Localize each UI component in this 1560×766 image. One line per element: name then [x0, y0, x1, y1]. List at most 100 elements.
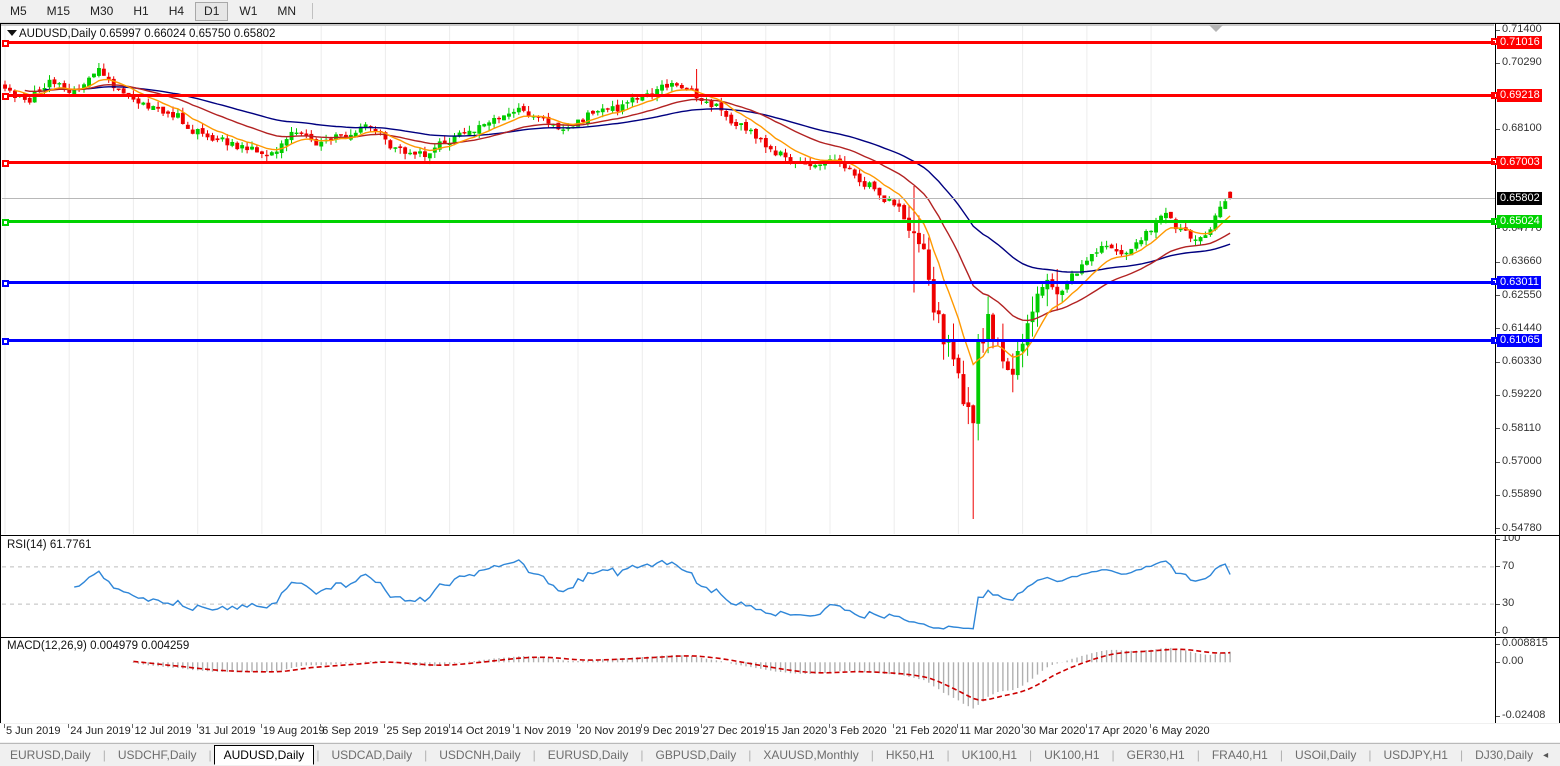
chart-tab-hk50-h1[interactable]: HK50,H1: [885, 748, 935, 762]
rsi-pane[interactable]: RSI(14) 61.7761 100 70 30 0: [1, 535, 1559, 636]
chart-tab-usdjpy-h1[interactable]: USDJPY,H1: [1383, 748, 1448, 762]
macd-plot-area[interactable]: [2, 638, 1495, 723]
date-tick: [1085, 724, 1087, 728]
chart-tab-gbpusd-daily[interactable]: GBPUSD,Daily: [655, 748, 737, 762]
timeframe-mn[interactable]: MN: [277, 3, 297, 18]
price-tag-support-3: 0.61065: [1497, 334, 1542, 348]
tab-separator: |: [870, 748, 874, 762]
price-scale[interactable]: 0.714000.702900.681000.647700.636600.625…: [1491, 24, 1558, 534]
date-tick: [132, 724, 134, 728]
date-label: 14 Oct 2019: [450, 725, 511, 737]
date-tick: [829, 724, 830, 728]
date-label: 12 Jul 2019: [134, 725, 192, 737]
timeframe-m15[interactable]: M15: [46, 3, 71, 18]
date-label: 17 Apr 2020: [1087, 725, 1148, 737]
price-pane[interactable]: AUDUSD,Daily 0.65997 0.66024 0.65750 0.6…: [1, 24, 1559, 534]
price-tag-resistance-3: 0.67003: [1497, 155, 1542, 169]
chart-dropdown-caret-icon[interactable]: [7, 30, 17, 36]
date-tick: [957, 724, 959, 728]
price-tag-support-1: 0.65024: [1497, 215, 1542, 229]
timeframe-w1[interactable]: W1: [239, 3, 258, 18]
date-label: 25 Sep 2019: [386, 725, 449, 737]
price-legend-label: AUDUSD,Daily 0.65997 0.66024 0.65750 0.6…: [19, 28, 276, 40]
date-label: 6 May 2020: [1152, 725, 1210, 737]
current-price-line: [2, 197, 1495, 199]
tab-separator: |: [102, 748, 106, 762]
rsi-line: [2, 559, 1495, 630]
tab-separator: |: [532, 748, 536, 762]
chart-tab-eurusd-daily[interactable]: EURUSD,Daily: [547, 748, 629, 762]
macd-scale: 0.008815 0.00 -0.02408: [1495, 638, 1558, 723]
date-tick: [68, 724, 70, 728]
tab-separator: |: [1196, 748, 1200, 762]
date-tick: [448, 724, 450, 728]
tab-separator: |: [208, 748, 212, 762]
date-tick: [320, 724, 322, 728]
chart-tab-xauusd-monthly[interactable]: XAUUSD,Monthly: [763, 748, 859, 762]
timeframe-h4[interactable]: H4: [168, 3, 185, 18]
rsi-legend-label: RSI(14) 61.7761: [7, 539, 92, 551]
current-price-tag: 0.65802: [1497, 191, 1542, 205]
chart-tab-eurusd-daily[interactable]: EURUSD,Daily: [10, 748, 91, 762]
chart-scroll-marker-icon[interactable]: [1209, 25, 1223, 32]
timeframe-h1[interactable]: H1: [133, 3, 149, 18]
date-label: 20 Nov 2019: [579, 725, 642, 737]
date-tick: [700, 724, 702, 728]
date-label: 24 Jun 2019: [70, 725, 131, 737]
tab-separator: |: [640, 748, 644, 762]
date-label: 11 Mar 2020: [959, 725, 1021, 737]
date-label: 6 Sep 2019: [322, 725, 379, 737]
date-tick: [641, 724, 643, 728]
macd-legend-label: MACD(12,26,9) 0.004979 0.004259: [7, 640, 190, 652]
tab-scroll-controls[interactable]: ◂▸: [1543, 750, 1560, 761]
date-label: 3 Feb 2020: [830, 725, 887, 737]
macd-pane[interactable]: MACD(12,26,9) 0.004979 0.004259 0.008815…: [1, 637, 1559, 723]
chart-tab-fra40-h1[interactable]: FRA40,H1: [1211, 748, 1268, 762]
price-plot-area[interactable]: [2, 24, 1495, 534]
date-tick: [260, 724, 262, 728]
price-tag-resistance-2: 0.69218: [1497, 89, 1542, 103]
date-tick: [384, 724, 386, 728]
chart-tab-usdcnh-daily[interactable]: USDCNH,Daily: [439, 748, 521, 762]
date-tick: [764, 724, 766, 728]
date-label: 5 Jun 2019: [6, 725, 61, 737]
date-label: 1 Nov 2019: [514, 725, 572, 737]
chart-frame[interactable]: AUDUSD,Daily 0.65997 0.66024 0.65750 0.6…: [0, 23, 1560, 723]
chart-tab-ger30-h1[interactable]: GER30,H1: [1126, 748, 1185, 762]
date-tick: [1150, 724, 1152, 728]
chart-tab-usdchf-daily[interactable]: USDCHF,Daily: [117, 748, 197, 762]
tab-separator: |: [1279, 748, 1283, 762]
timeframe-toolbar: M5 M15 M30 H1 H4 D1 W1 MN: [0, 0, 1560, 23]
timeframe-m30[interactable]: M30: [90, 3, 114, 18]
date-label: 30 Mar 2020: [1023, 725, 1086, 737]
date-label: 21 Feb 2020: [895, 725, 957, 737]
date-axis[interactable]: 5 Jun 2019 24 Jun 2019 12 Jul 2019 31 Jul 2…: [0, 724, 1560, 742]
rsi-scale: 100 70 30 0: [1495, 536, 1558, 636]
tab-scroll-left-icon[interactable]: ◂: [1543, 749, 1549, 761]
date-label: 31 Jul 2019: [198, 725, 256, 737]
tab-separator: |: [1459, 748, 1464, 762]
date-tick: [893, 724, 895, 728]
tab-separator: |: [316, 748, 320, 762]
price-tag-resistance-1: 0.71016: [1497, 35, 1542, 49]
chart-tab-usoil-daily[interactable]: USOil,Daily: [1294, 748, 1357, 762]
chart-tab-uk100-h1[interactable]: UK100,H1: [961, 748, 1018, 762]
price-candles: [3, 24, 1233, 534]
price-tag-support-2: 0.63011: [1497, 275, 1541, 289]
date-label: 15 Jan 2020: [766, 725, 828, 737]
chart-tab-audusd-daily[interactable]: AUDUSD,Daily: [213, 745, 315, 765]
tab-separator: |: [1111, 748, 1115, 762]
chart-tab-usdcad-daily[interactable]: USDCAD,Daily: [331, 748, 413, 762]
tab-separator: |: [1368, 748, 1372, 762]
rsi-plot-area[interactable]: [2, 536, 1495, 636]
date-label: 9 Dec 2019: [643, 725, 700, 737]
timeframe-m5[interactable]: M5: [10, 3, 27, 18]
date-tick: [196, 724, 198, 728]
chart-tab-dj30-daily[interactable]: DJ30,Daily: [1475, 748, 1534, 762]
date-label: 19 Aug 2019: [262, 725, 325, 737]
chart-tabs-bar[interactable]: EURUSD,Daily | USDCHF,Daily | AUDUSD,Daily | U…: [0, 743, 1560, 766]
chart-tab-uk100-h1[interactable]: UK100,H1: [1044, 748, 1100, 762]
timeframe-d1[interactable]: D1: [195, 1, 229, 21]
chart-top-rule: [1, 24, 1494, 26]
date-tick: [577, 724, 578, 728]
